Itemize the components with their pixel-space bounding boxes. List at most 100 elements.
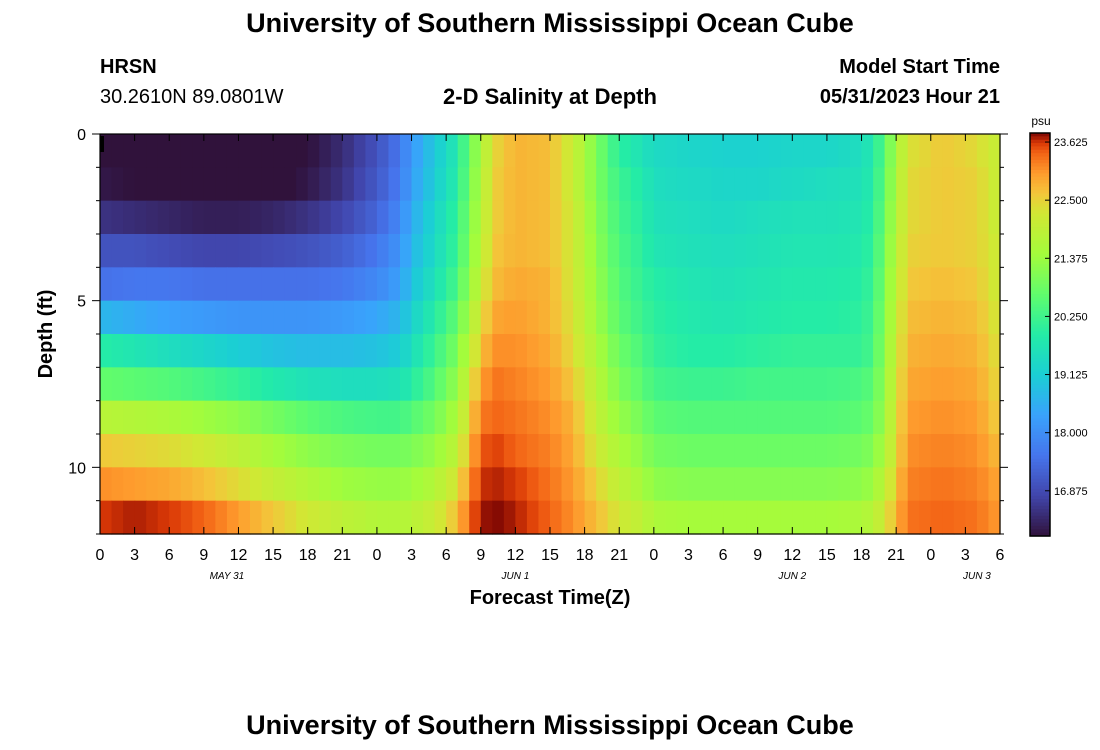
heatmap-cell [884,334,897,368]
heatmap-cell [976,367,990,402]
heatmap-cell [723,467,736,502]
heatmap-cell [503,134,516,168]
heatmap-cell [157,167,170,202]
heatmap-cell [665,434,678,468]
heatmap-cell [596,467,609,502]
colorbar-swatch [1030,334,1050,339]
heatmap-cell [861,467,874,502]
heatmap-cell [942,200,955,235]
heatmap-cell [988,134,1001,168]
colorbar-swatch [1030,223,1050,228]
current-time-marker [100,136,104,152]
heatmap-cell [873,134,886,168]
colorbar-swatch [1030,310,1050,315]
heatmap-cell [238,300,251,335]
heatmap-cell [388,500,401,535]
heatmap-cell [780,134,793,168]
heatmap-cell [111,434,124,468]
heatmap-cell [376,234,390,268]
colorbar-swatch [1030,263,1050,268]
heatmap-cell [930,300,943,335]
heatmap-cell [261,400,274,435]
heatmap-cell [319,434,332,468]
heatmap-cell [700,300,713,335]
heatmap-cell [607,400,620,435]
heatmap-cell [850,267,863,302]
heatmap-cell [907,300,920,335]
heatmap-cell [676,167,690,202]
heatmap-cell [896,467,909,502]
heatmap-cell [261,234,274,268]
heatmap-cell [330,234,343,268]
heatmap-cell [492,400,505,435]
heatmap-cell [319,200,332,235]
heatmap-cell [550,367,563,402]
heatmap-cell [376,200,390,235]
heatmap-cell [319,500,332,535]
colorbar-swatch [1030,270,1050,275]
colorbar-swatch [1030,361,1050,366]
heatmap-cell [376,434,390,468]
heatmap-cell [896,500,909,535]
heatmap-cell [180,167,193,202]
heatmap-cell [688,234,701,268]
heatmap-cell [446,267,459,302]
heatmap-cell [411,300,424,335]
heatmap-cell [296,367,309,402]
heatmap-cell [192,367,205,402]
heatmap-cell [238,434,251,468]
heatmap-cell [619,500,632,535]
heatmap-cell [584,367,597,402]
heatmap-cell [665,300,678,335]
heatmap-cell [723,300,736,335]
heatmap-cell [169,167,182,202]
heatmap-cell [780,400,793,435]
heatmap-cell [803,167,816,202]
x-tick-label: 6 [996,547,1005,564]
colorbar-swatch [1030,347,1050,352]
heatmap-cell [803,234,816,268]
heatmap-cell [919,334,932,368]
heatmap-cell [123,500,136,535]
colorbar-tick-label: 20.250 [1054,311,1088,323]
heatmap-cell [411,200,424,235]
x-tick-label: 6 [719,547,728,564]
heatmap-cell [653,334,666,368]
heatmap-cell [930,267,943,302]
heatmap-cell [596,167,609,202]
heatmap-cell [665,400,678,435]
heatmap-cell [976,167,990,202]
heatmap-cell [330,367,343,402]
x-tick-label: 21 [887,547,905,564]
heatmap-cell [215,167,228,202]
heatmap-cell [226,300,240,335]
heatmap-cell [480,134,493,168]
heatmap-cell [111,300,124,335]
heatmap-cell [734,434,747,468]
heatmap-cell [780,234,793,268]
heatmap-cell [319,300,332,335]
heatmap-cell [238,200,251,235]
heatmap-cell [607,134,620,168]
heatmap-cell [919,134,932,168]
colorbar-tick-label: 18.000 [1054,428,1088,440]
colorbar-swatch [1030,220,1050,225]
heatmap-cell [111,367,124,402]
heatmap-cell [873,367,886,402]
heatmap-cell [480,200,493,235]
heatmap-cell [457,167,470,202]
heatmap-cell [676,367,690,402]
heatmap-cell [365,200,378,235]
heatmap-cell [850,200,863,235]
heatmap-cell [376,367,390,402]
heatmap-cell [503,167,516,202]
x-tick-label: 9 [199,547,208,564]
heatmap-cell [988,234,1001,268]
heatmap-cell [826,300,840,335]
heatmap-cell [607,300,620,335]
heatmap-cell [146,234,159,268]
heatmap-cell [353,200,366,235]
heatmap-cell [342,334,355,368]
heatmap-cell [273,300,286,335]
heatmap-cell [965,234,978,268]
